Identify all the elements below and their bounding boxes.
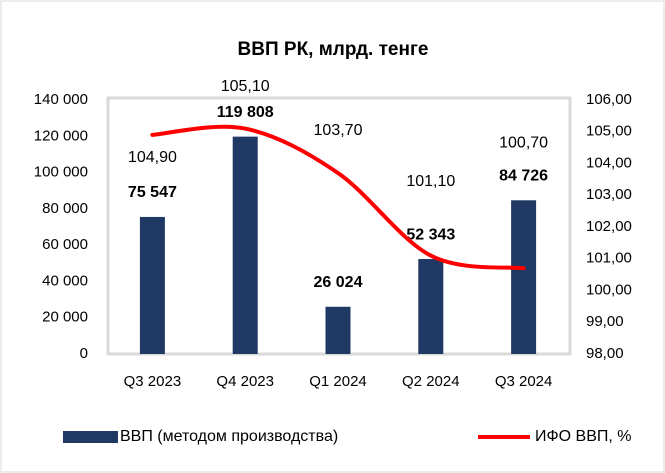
legend-label: ИФО ВВП, % [535,428,632,445]
bar-value-label: 52 343 [406,226,455,243]
legend-swatch [63,431,118,443]
bar [232,136,258,354]
bar [418,259,444,354]
y2-tick-label: 102,00 [586,218,632,235]
x-tick-label: Q3 2023 [124,373,182,390]
x-tick-label: Q4 2023 [216,373,274,390]
x-tick-label: Q3 2024 [495,373,553,390]
y-tick-label: 0 [80,345,88,362]
bar-value-label: 26 024 [314,274,363,291]
y2-tick-label: 101,00 [586,250,632,267]
y-tick-label: 80 000 [42,200,88,217]
y-tick-label: 140 000 [34,91,88,108]
y-tick-label: 60 000 [42,236,88,253]
x-tick-label: Q2 2024 [402,373,460,390]
line [150,124,526,271]
y2-tick-label: 103,00 [586,186,632,203]
bar [325,306,351,354]
bar [511,200,537,354]
y2-tick-label: 106,00 [586,91,632,108]
y2-tick-label: 98,00 [586,345,624,362]
bar [139,216,165,354]
y-tick-label: 120 000 [34,127,88,144]
y2-tick-label: 105,00 [586,123,632,140]
line-value-label: 101,10 [406,173,455,190]
y2-tick-label: 100,00 [586,281,632,298]
y-tick-label: 100 000 [34,164,88,181]
bar-value-label: 119 808 [217,104,274,121]
bar-value-label: 84 726 [499,168,548,185]
y2-tick-label: 99,00 [586,313,624,330]
x-tick-label: Q1 2024 [309,373,367,390]
legend-label: ВВП (методом производства) [120,428,338,445]
bar-value-label: 75 547 [128,184,177,201]
line-value-label: 105,10 [221,78,270,95]
chart-title: ВВП РК, млрд. тенге [238,39,429,60]
line-value-label: 104,90 [128,149,177,166]
y2-tick-label: 104,00 [586,154,632,171]
line-value-label: 103,70 [314,122,363,139]
line-value-label: 100,70 [499,134,548,151]
y-tick-label: 20 000 [42,309,88,326]
y-tick-label: 40 000 [42,272,88,289]
